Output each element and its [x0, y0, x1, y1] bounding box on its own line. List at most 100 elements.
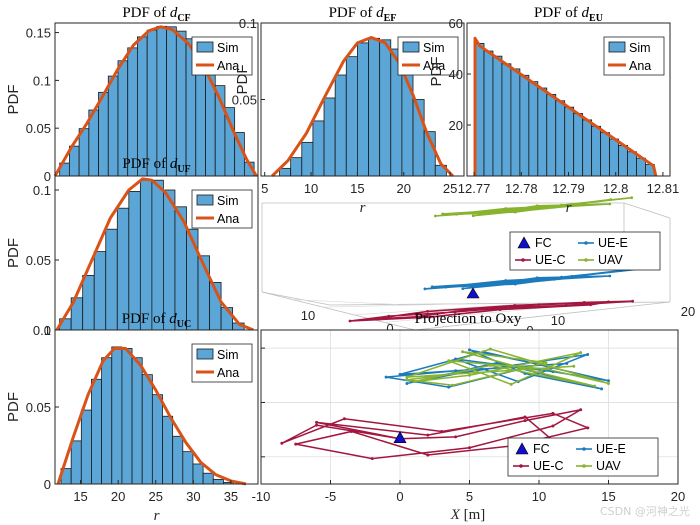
traj3d-point-ue-c [498, 308, 502, 311]
ytick-label-uc: 0 [44, 477, 51, 492]
ytick-label-uf: 0.05 [26, 253, 51, 268]
traj3d-point-ue-e [535, 276, 539, 280]
traj3d-xtick-label: 10 [301, 308, 315, 323]
traj3d-point-uav [535, 204, 539, 208]
proj-legend-dot-ue-c [519, 464, 523, 468]
title-sub-eu: EU [589, 13, 603, 24]
legend-label-sim-uf: Sim [217, 194, 239, 208]
proj-point-uav [451, 383, 455, 387]
proj-point-uav [454, 371, 458, 375]
ylabel-uc: PDF [5, 392, 22, 422]
legend-label-sim-eu: Sim [629, 41, 651, 55]
proj-xlabel-unit: [m] [460, 507, 485, 523]
traj3d-point-ue-c [513, 304, 517, 307]
ytick-label-eu: 20 [449, 118, 463, 133]
hist-bar-eu [618, 144, 628, 177]
traj3d-point-ue-c [582, 301, 586, 304]
hist-bar-ef [290, 157, 303, 177]
traj3d-point-ue-c [471, 307, 475, 311]
proj-point-ue-c [468, 446, 471, 450]
proj-series-uav [406, 348, 609, 387]
traj3d-point-uav [471, 214, 475, 218]
traj3d-xtick-label: 0 [386, 321, 393, 336]
traj3d-point-uav [560, 203, 563, 207]
xtick-label-ef: 15 [350, 181, 364, 196]
title-eu: PDF of dEU [534, 5, 603, 24]
xtick-label-uc: 20 [111, 489, 125, 504]
traj3d-point-ue-e [584, 275, 587, 278]
title-var-cf: d [170, 5, 178, 21]
traj3d-point-ue-c [414, 315, 418, 319]
hist-bar-uc [70, 440, 82, 485]
xtick-label-ef: 25 [443, 181, 457, 196]
hist-bar-uc [202, 472, 214, 485]
xtick-label-ef: 5 [261, 181, 268, 196]
axes3d-edge [261, 291, 416, 331]
title-sub-ef: EF [384, 13, 397, 24]
proj-xtick-label: -10 [252, 489, 271, 504]
hist-bar-eu [573, 113, 584, 177]
hist-bar-cf [166, 26, 177, 177]
traj3d-legend-dot-uav [584, 258, 588, 262]
proj-point-ue-c [315, 420, 319, 424]
title-sub-uc: UC [177, 319, 191, 330]
proj-point-ue-c [523, 415, 527, 419]
ylabel-ef: PDF [234, 65, 251, 95]
proj-point-ue-c [280, 441, 284, 445]
traj3d-point-ue-e [479, 284, 482, 287]
hist-bar-cf [107, 75, 119, 177]
proj-point-ue-c [440, 429, 444, 433]
proj-legend-swatch-fc [515, 442, 529, 455]
traj3d-legend-swatch-fc [517, 236, 531, 249]
traj3d-fc-marker [466, 287, 480, 299]
hist-bar-uc [192, 463, 204, 485]
traj3d-point-ue-e [444, 285, 448, 289]
proj-point-ue-e [454, 369, 458, 373]
ytick-label-uc: 0.05 [26, 400, 51, 415]
legend-swatch-sim-cf [196, 41, 214, 53]
proj-point-uav [488, 363, 492, 367]
xlabel-eu: r [566, 200, 572, 216]
traj3d-point-uav [584, 203, 587, 207]
watermark-text: CSDN @河神之光 [600, 504, 690, 518]
title-ef: PDF of dEF [329, 5, 397, 24]
hist-bar-eu [537, 87, 548, 177]
traj3d-point-ue-c [607, 300, 610, 304]
xtick-label-uc: 35 [224, 489, 238, 504]
title-base-ef: PDF of [329, 5, 377, 21]
proj-xtick-label: 0 [396, 489, 403, 504]
traj3d-point-ue-e [552, 277, 556, 281]
hist-bar-uc [80, 409, 92, 485]
proj-point-ue-e [600, 387, 604, 391]
title-cf: PDF of dCF [122, 5, 190, 24]
proj-legend-label-fc: FC [533, 442, 550, 456]
traj3d-legend-label-uav: UAV [598, 253, 623, 267]
title-base-uf: PDF of [122, 156, 170, 172]
proj-legend-box [507, 437, 659, 477]
legend-label-ana-ef: Ana [423, 59, 445, 73]
axes3d-edge [414, 301, 671, 331]
proj-point-ue-c [551, 424, 555, 428]
proj-point-ue-c [586, 426, 590, 430]
hist-bar-uf [151, 179, 164, 331]
traj3d-point-ue-c [453, 310, 457, 314]
traj3d-point-ue-c [348, 319, 352, 323]
axes3d-floor-grid [292, 299, 399, 305]
hist-bar-uf [82, 274, 95, 331]
traj3d-point-ue-c [631, 299, 634, 303]
hist-bar-uc [162, 415, 174, 485]
ytick-label-cf: 0.05 [26, 121, 51, 136]
title-var-uc: d [169, 311, 177, 327]
proj-point-uav [405, 375, 409, 379]
ytick-label-ef: 0.05 [232, 93, 257, 108]
proj-point-ue-c [523, 419, 527, 423]
traj3d-legend-label-ue-c: UE-C [535, 253, 566, 267]
histogram-uc: 0 0.05 0.1 15 20 25 30 35 r PDF PDF of dUC Sim Ana [5, 311, 259, 524]
hist-bar-ef [279, 167, 292, 177]
hist-bar-eu [483, 50, 494, 177]
legend-label-sim-cf: Sim [217, 41, 239, 55]
analytic-curve-uf [55, 177, 254, 332]
